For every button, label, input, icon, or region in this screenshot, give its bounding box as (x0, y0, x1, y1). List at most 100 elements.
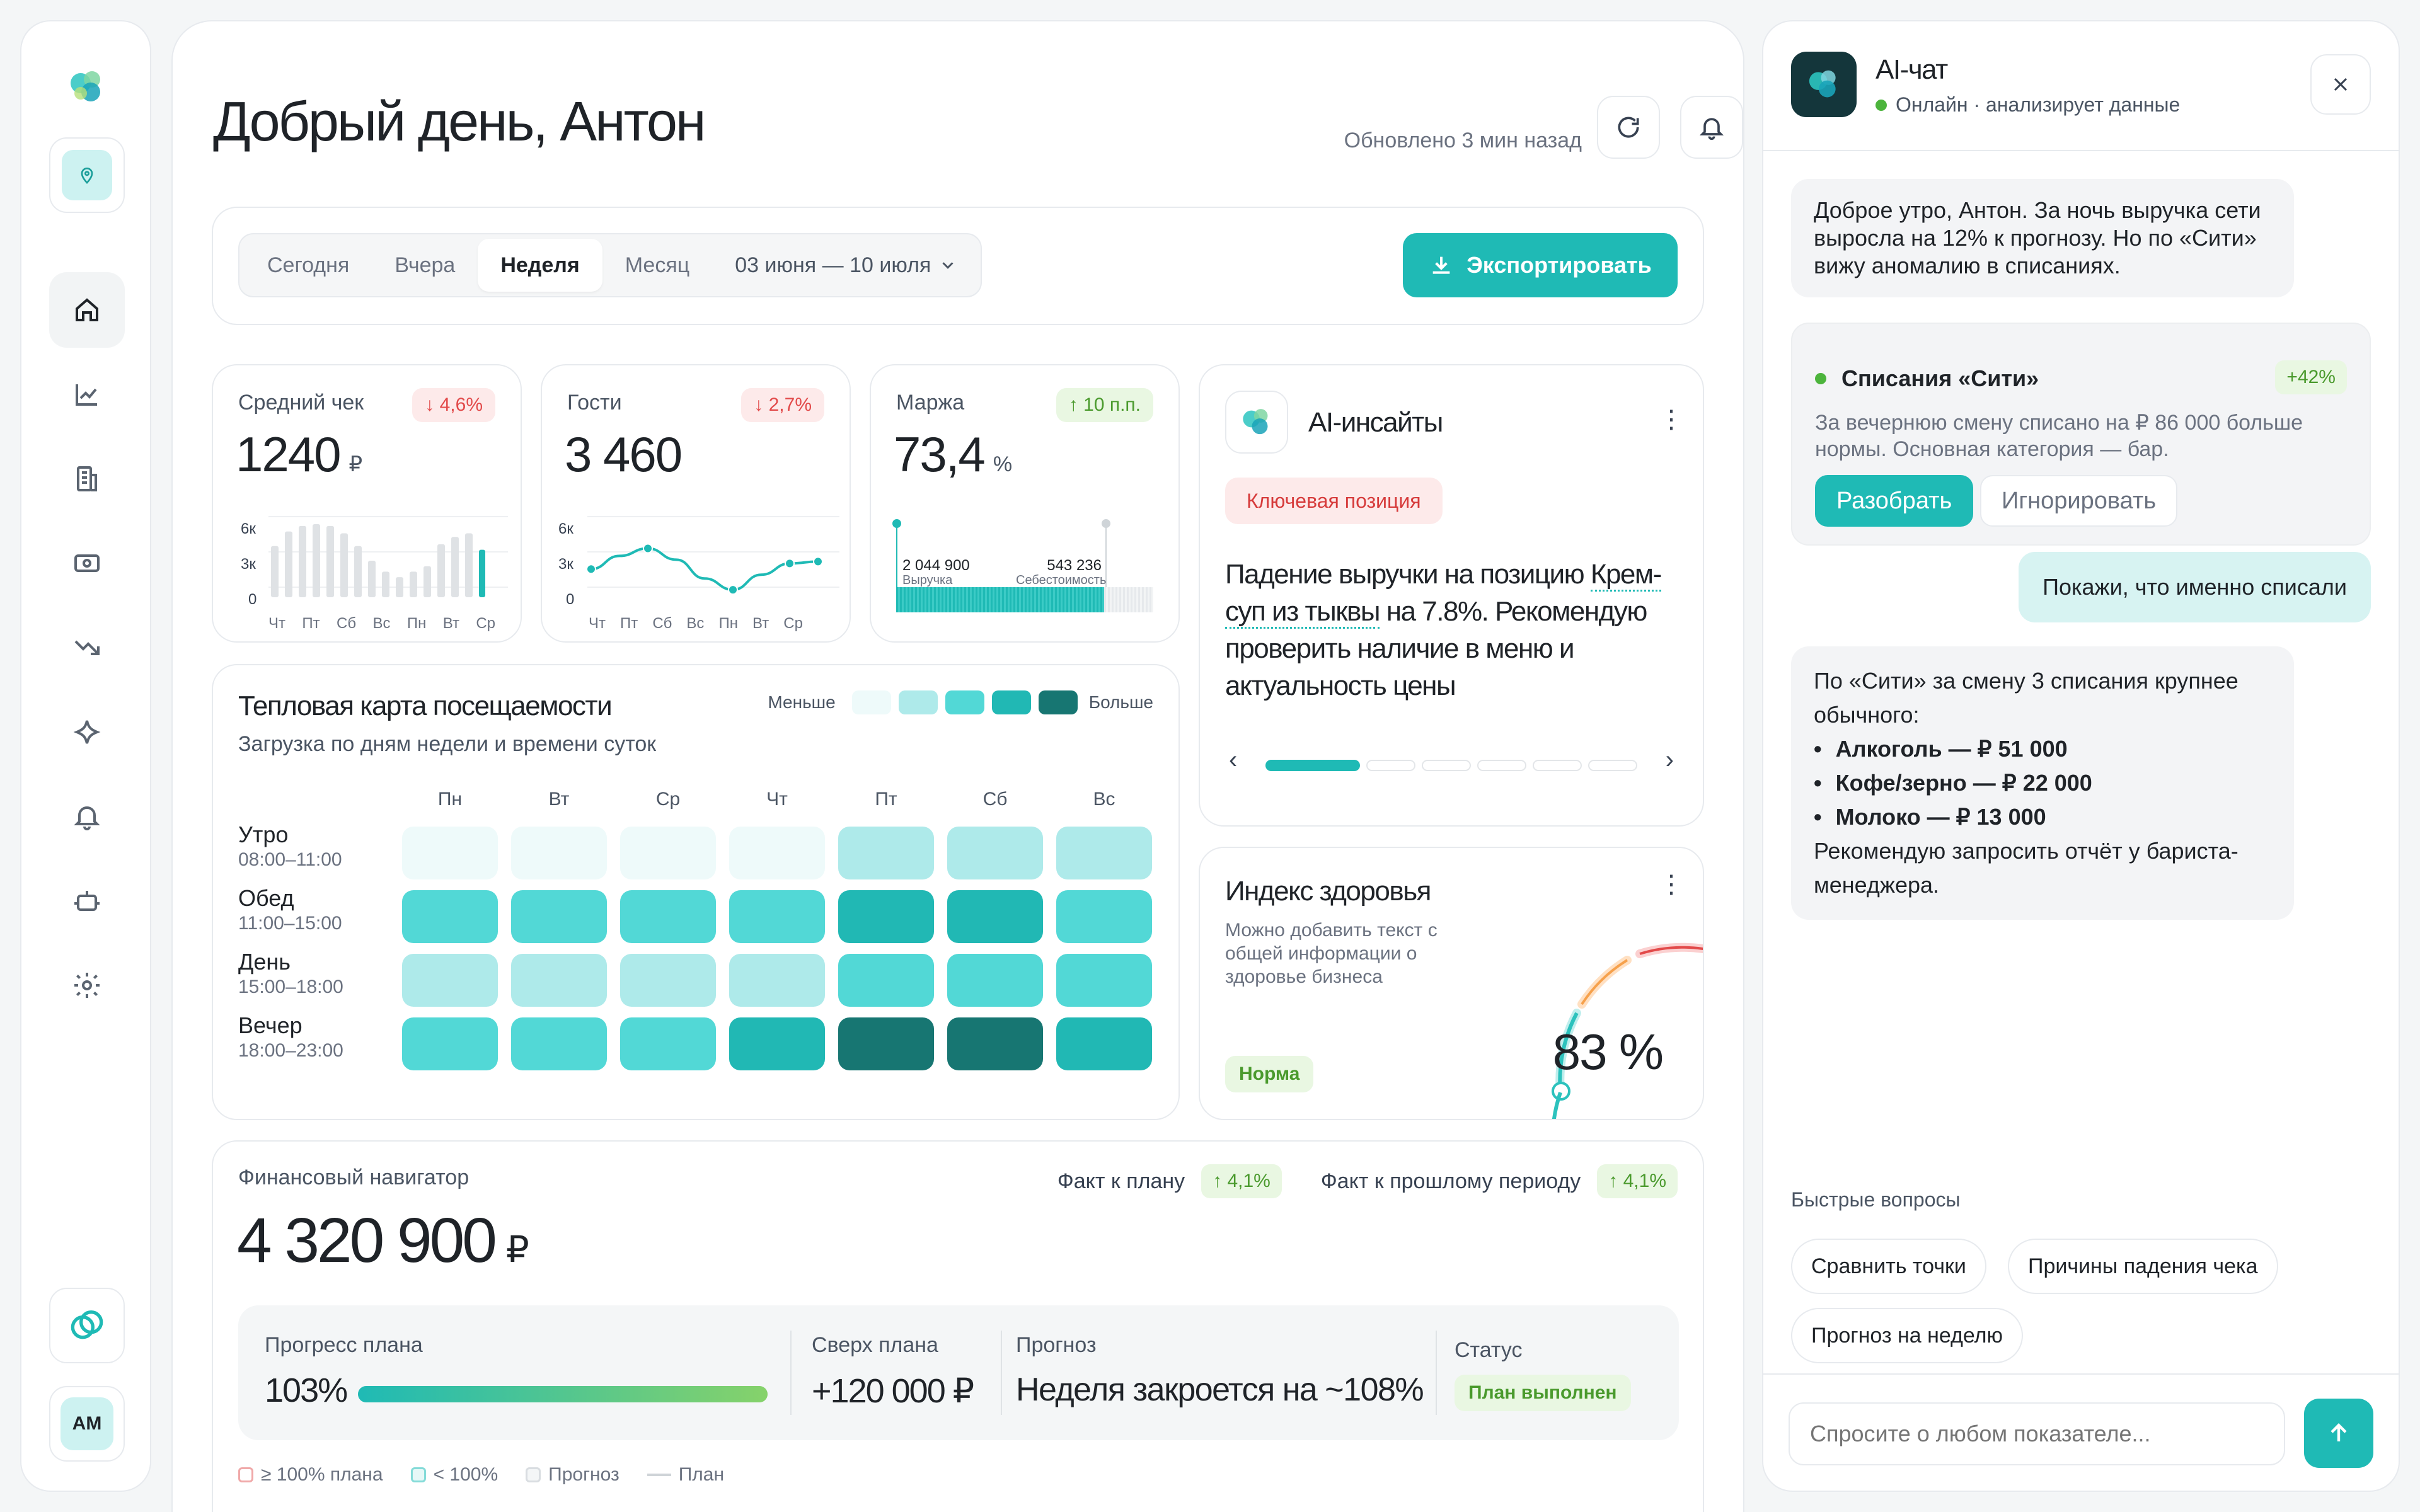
ai-logo-icon (1225, 391, 1288, 454)
legend-swatch (898, 690, 938, 714)
close-chat-button[interactable] (2310, 54, 2371, 115)
ai-assistant-button[interactable] (49, 1288, 125, 1363)
gear-icon (74, 973, 100, 998)
heatmap-day-label: Чт (766, 789, 788, 810)
rings-icon (71, 1310, 103, 1339)
nav-ai[interactable] (49, 694, 125, 770)
heatmap-cell[interactable] (947, 954, 1043, 1007)
kpi-margin[interactable]: Маржа ↑ 10 п.п. 73,4% 2 044 900 Выручка … (870, 364, 1180, 643)
pager-dot[interactable] (1533, 760, 1582, 771)
heatmap-cell[interactable] (947, 827, 1043, 879)
bar (451, 537, 459, 597)
x-tick: Чт (589, 615, 606, 632)
reply-item: • Кофе/зерно — ₽ 22 000 (1814, 770, 2092, 796)
heatmap-row-label: День 15:00–18:00 (238, 949, 343, 997)
heatmap-cell[interactable] (838, 890, 934, 943)
heatmap-cell[interactable] (838, 954, 934, 1007)
insight-link[interactable]: Крем-суп из тыквы (1225, 559, 1662, 629)
x-tick: Ср (783, 615, 803, 632)
heatmap-cell[interactable] (1056, 890, 1152, 943)
heatmap-cell[interactable] (1056, 827, 1152, 879)
tab-month[interactable]: Месяц (625, 253, 690, 277)
pager-dot[interactable] (1366, 760, 1415, 771)
heatmap-cell[interactable] (729, 1017, 825, 1070)
heatmap-cell[interactable] (1056, 1017, 1152, 1070)
notifications-button[interactable] (1680, 96, 1743, 159)
series-line (591, 547, 819, 592)
heatmap-cell[interactable] (729, 954, 825, 1007)
quick-question-chip[interactable]: Сравнить точки (1791, 1239, 1986, 1294)
nav-notifications[interactable] (49, 779, 125, 854)
refresh-button[interactable] (1597, 96, 1660, 159)
heatmap-cell[interactable] (729, 827, 825, 879)
heatmap-row-label: Вечер 18:00–23:00 (238, 1012, 343, 1061)
tab-week[interactable]: Неделя (478, 239, 602, 292)
export-button[interactable]: Экспортировать (1403, 233, 1678, 297)
pager-dot[interactable] (1422, 760, 1471, 771)
ignore-button[interactable]: Игнорировать (1980, 475, 2178, 527)
heatmap-cell[interactable] (511, 954, 607, 1007)
heatmap-cell[interactable] (402, 890, 498, 943)
nav-locations[interactable] (49, 441, 125, 517)
pager-dot[interactable] (1477, 760, 1526, 771)
heatmap-cell[interactable] (511, 890, 607, 943)
heatmap-cell[interactable] (947, 890, 1043, 943)
x-tick: Сб (337, 615, 357, 632)
bar (479, 549, 485, 597)
analyze-button[interactable]: Разобрать (1815, 475, 1974, 527)
next-icon[interactable]: › (1665, 746, 1674, 774)
x-tick: Пт (302, 615, 320, 632)
heatmap-cell[interactable] (729, 890, 825, 943)
heatmap-cell[interactable] (620, 954, 716, 1007)
bar (271, 546, 279, 597)
bar (424, 566, 431, 597)
status-label: Статус (1455, 1338, 1523, 1362)
heatmap-cell[interactable] (511, 1017, 607, 1070)
heatmap-row-label: Обед 11:00–15:00 (238, 885, 342, 934)
heatmap-cell[interactable] (511, 827, 607, 879)
heatmap-cell[interactable] (620, 890, 716, 943)
pager-dot[interactable] (1588, 760, 1637, 771)
nav-bots[interactable] (49, 863, 125, 939)
heatmap-cell[interactable] (620, 1017, 716, 1070)
avatar: АМ (60, 1397, 113, 1450)
nav-home[interactable] (49, 272, 125, 348)
kpi-avg-check[interactable]: Средний чек ↓ 4,6% 1240 ₽ 6к 3к 0 Чт Пт Сб В… (212, 364, 522, 643)
quick-question-chip[interactable]: Причины падения чека (2008, 1239, 2278, 1294)
heatmap-cell[interactable] (402, 827, 498, 879)
arrow-up-icon (2331, 1423, 2347, 1441)
heatmap-cell[interactable] (838, 827, 934, 879)
heatmap-cell[interactable] (838, 1017, 934, 1070)
prev-icon[interactable]: ‹ (1229, 746, 1238, 774)
tab-today[interactable]: Сегодня (267, 253, 350, 277)
heatmap-cell[interactable] (1056, 954, 1152, 1007)
date-range-select[interactable]: 03 июня — 10 июля (712, 253, 957, 278)
x-tick: Сб (652, 615, 672, 632)
avg-check-bar-chart (268, 516, 508, 597)
heatmap-cell[interactable] (402, 954, 498, 1007)
heatmap-cell[interactable] (947, 1017, 1043, 1070)
health-status-badge: Норма (1225, 1056, 1314, 1092)
user-avatar-button[interactable]: АМ (49, 1386, 125, 1462)
nav-finance[interactable] (49, 525, 125, 601)
nav-analytics[interactable] (49, 357, 125, 432)
heatmap-cell[interactable] (402, 1017, 498, 1070)
nav-settings[interactable] (49, 948, 125, 1023)
heatmap-cell[interactable] (620, 827, 716, 879)
kpi-value: 1240 ₽ (236, 427, 363, 482)
y-tick: 0 (566, 591, 575, 608)
app-logo[interactable] (64, 64, 110, 110)
more-icon[interactable]: ⋮ (1659, 406, 1684, 433)
location-button[interactable] (49, 137, 125, 213)
quick-question-chip[interactable]: Прогноз на неделю (1791, 1308, 2024, 1363)
pager-dot[interactable] (1265, 760, 1360, 771)
nav-losses[interactable] (49, 610, 125, 685)
alert-title: Списания «Сити» (1841, 365, 2039, 391)
tab-yesterday[interactable]: Вчера (395, 253, 456, 277)
send-button[interactable] (2304, 1399, 2373, 1468)
chat-input[interactable] (1789, 1402, 2285, 1465)
finance-legend: ≥ 100% плана < 100% Прогноз План (238, 1464, 724, 1486)
kpi-guests[interactable]: Гости ↓ 2,7% 3 460 6к 3к 0 Чт Пт Сб Вс Пн Вт С… (541, 364, 851, 643)
heatmap-day-label: Сб (982, 789, 1008, 810)
reply-item: • Алкоголь — ₽ 51 000 (1814, 736, 2068, 762)
